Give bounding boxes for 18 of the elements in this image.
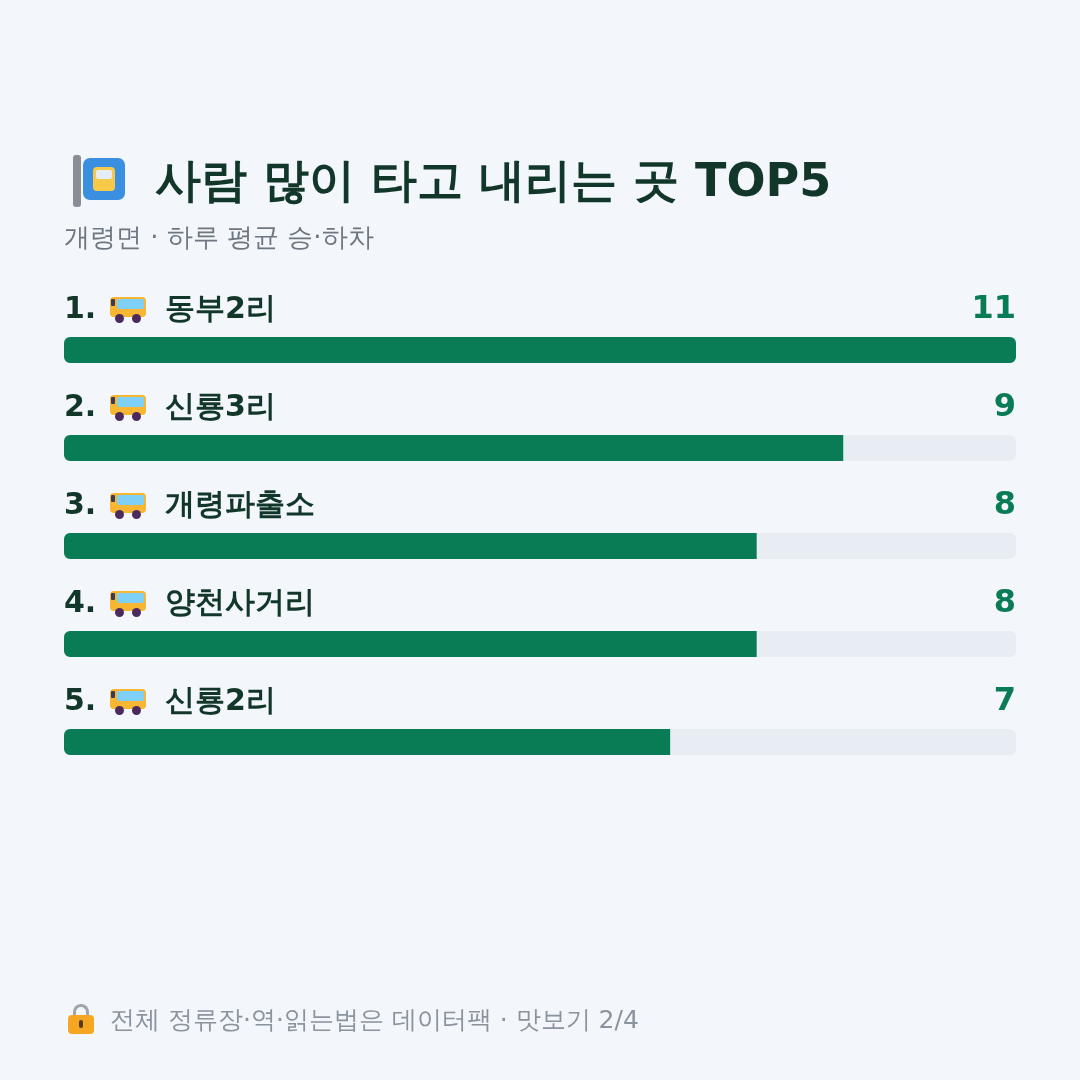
bar xyxy=(64,532,757,560)
data-label: 9 xyxy=(993,386,1016,425)
data-label: 11 xyxy=(971,288,1016,327)
category-label: 1. 동부2리 xyxy=(64,289,276,325)
data-label: 7 xyxy=(993,680,1016,719)
category-label: 2. 신룡3리 xyxy=(64,387,276,423)
category-label: 5. 신룡2리 xyxy=(64,681,276,717)
text: 전체 정류장·역·읽는법은 데이터팩 · 맛보기 2/4 xyxy=(110,1004,639,1036)
data-label: 8 xyxy=(993,484,1016,523)
bar xyxy=(64,728,671,755)
data-label: 8 xyxy=(993,582,1016,621)
bar xyxy=(64,630,757,658)
bar xyxy=(64,337,1016,364)
category-label: 4. 양천사거리 xyxy=(64,583,315,619)
chart-subtitle: 개령면 · 하루 평균 승·하차 xyxy=(64,221,374,254)
bar xyxy=(64,434,844,462)
chart-title: 사람 많이 타고 내리는 곳 TOP5 xyxy=(155,152,832,209)
category-label: 3. 개령파출소 xyxy=(64,485,315,521)
